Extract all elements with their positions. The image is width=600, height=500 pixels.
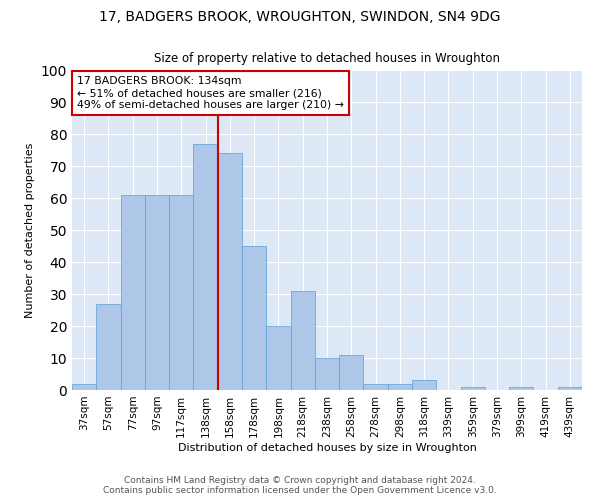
Bar [96, 304, 121, 390]
Bar [290, 291, 315, 390]
Bar [461, 387, 485, 390]
X-axis label: Distribution of detached houses by size in Wroughton: Distribution of detached houses by size … [178, 442, 476, 452]
Bar [509, 387, 533, 390]
Bar [145, 195, 169, 390]
Bar [388, 384, 412, 390]
Text: 17, BADGERS BROOK, WROUGHTON, SWINDON, SN4 9DG: 17, BADGERS BROOK, WROUGHTON, SWINDON, S… [99, 10, 501, 24]
Bar [364, 384, 388, 390]
Bar [315, 358, 339, 390]
Text: 17 BADGERS BROOK: 134sqm
← 51% of detached houses are smaller (216)
49% of semi-: 17 BADGERS BROOK: 134sqm ← 51% of detach… [77, 76, 344, 110]
Bar [72, 384, 96, 390]
Bar [558, 387, 582, 390]
Y-axis label: Number of detached properties: Number of detached properties [25, 142, 35, 318]
Bar [242, 246, 266, 390]
Bar [412, 380, 436, 390]
Bar [193, 144, 218, 390]
Bar [121, 195, 145, 390]
Bar [266, 326, 290, 390]
Title: Size of property relative to detached houses in Wroughton: Size of property relative to detached ho… [154, 52, 500, 64]
Bar [218, 153, 242, 390]
Bar [339, 355, 364, 390]
Bar [169, 195, 193, 390]
Text: Contains HM Land Registry data © Crown copyright and database right 2024.
Contai: Contains HM Land Registry data © Crown c… [103, 476, 497, 495]
